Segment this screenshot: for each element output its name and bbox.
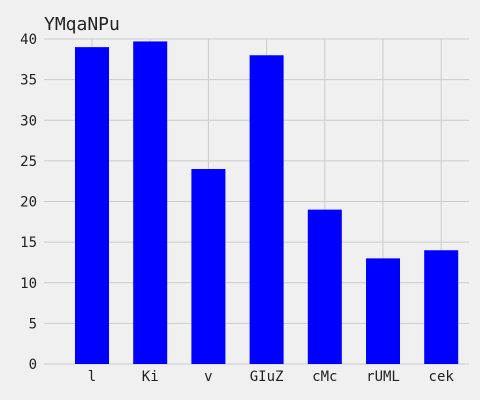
- bar-Ki: [133, 41, 167, 364]
- y-tick-label: 30: [20, 113, 37, 129]
- bar-rUML: [366, 258, 400, 364]
- x-tick-label: cek: [429, 369, 455, 385]
- x-tick-label: rUML: [366, 369, 400, 385]
- x-tick-label: cMc: [312, 369, 337, 385]
- x-tick-labels: l Ki v GIuZ cMc rUML cek: [88, 369, 455, 385]
- y-tick-label: 5: [29, 316, 37, 332]
- x-tick-label: GIuZ: [250, 369, 284, 385]
- bar-GIuZ: [250, 55, 284, 364]
- bar-v: [191, 169, 225, 364]
- y-tick-label: 15: [20, 235, 37, 251]
- x-tick-label: l: [88, 369, 96, 385]
- y-tick-label: 20: [20, 195, 37, 211]
- y-tick-label: 10: [20, 276, 37, 292]
- bar-cMc: [308, 210, 342, 364]
- y-tick-label: 25: [20, 154, 37, 170]
- x-tick-label: Ki: [142, 369, 159, 385]
- y-tick-label: 35: [20, 73, 37, 89]
- x-tick-label: v: [204, 369, 212, 385]
- y-tick-label: 0: [29, 357, 37, 373]
- bar-cek: [424, 250, 458, 364]
- bar-l: [75, 47, 109, 364]
- chart-title: YMqaNPu: [44, 14, 120, 35]
- y-tick-label: 40: [20, 32, 37, 48]
